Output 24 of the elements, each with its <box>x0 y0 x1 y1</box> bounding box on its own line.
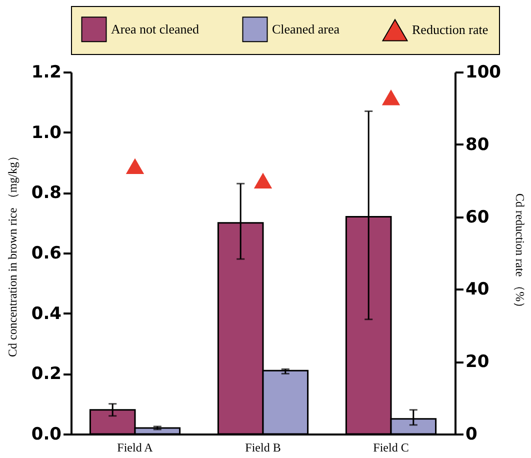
y-tick-label: 0.8 <box>31 183 62 204</box>
y2-tick-label: 40 <box>466 280 490 300</box>
y2-axis-title: Cd reduction rate （%） <box>512 193 527 314</box>
x-tick-label: Field C <box>373 440 409 454</box>
legend-label: Area not cleaned <box>111 21 200 36</box>
y2-tick-label: 20 <box>466 352 490 372</box>
y-tick-label: 0.4 <box>31 304 62 324</box>
point <box>254 172 272 188</box>
point <box>126 158 144 174</box>
legend-label: Reduction rate <box>412 22 488 38</box>
x-tick-label: Field A <box>117 440 154 454</box>
y-tick-label: 1.0 <box>31 122 62 143</box>
y2-tick-label: 0 <box>466 424 478 444</box>
point <box>382 89 400 106</box>
y2-tick-label: 60 <box>466 207 490 228</box>
y-tick-label: 1.2 <box>31 62 62 82</box>
y-tick-label: 0.0 <box>31 424 62 444</box>
y2-tick-label: 80 <box>466 134 490 155</box>
y-tick-label: 0.6 <box>31 244 62 264</box>
y-axis-title: Cd concentration in brown rice （mg/kg） <box>5 150 20 357</box>
y2-tick-label: 100 <box>466 62 502 82</box>
x-tick-label: Field B <box>245 440 281 454</box>
legend-label: Cleaned area <box>272 21 340 36</box>
y-tick-label: 0.2 <box>31 364 62 384</box>
